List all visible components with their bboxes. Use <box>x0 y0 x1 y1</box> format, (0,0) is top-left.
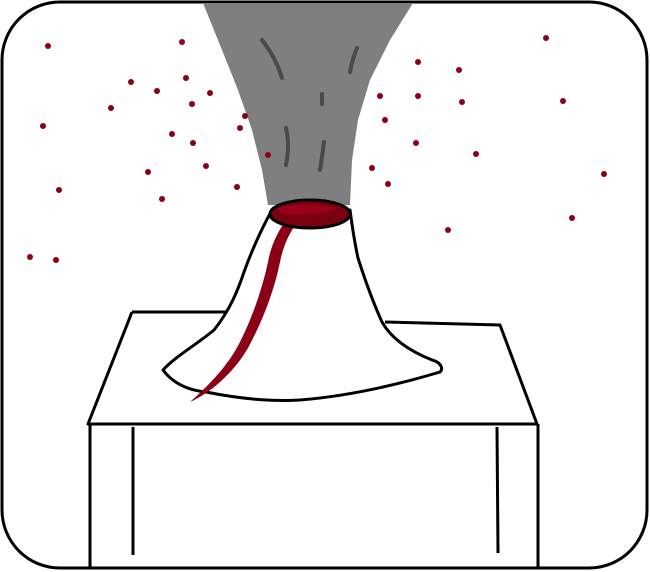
lava-sparks <box>27 35 607 263</box>
smoke-plume <box>203 3 413 205</box>
crater-lava-overflow <box>278 205 338 215</box>
lava-flow <box>190 212 302 402</box>
table <box>86 310 540 568</box>
volcano-cone <box>161 208 444 403</box>
table-leg-right-inner <box>495 426 500 554</box>
